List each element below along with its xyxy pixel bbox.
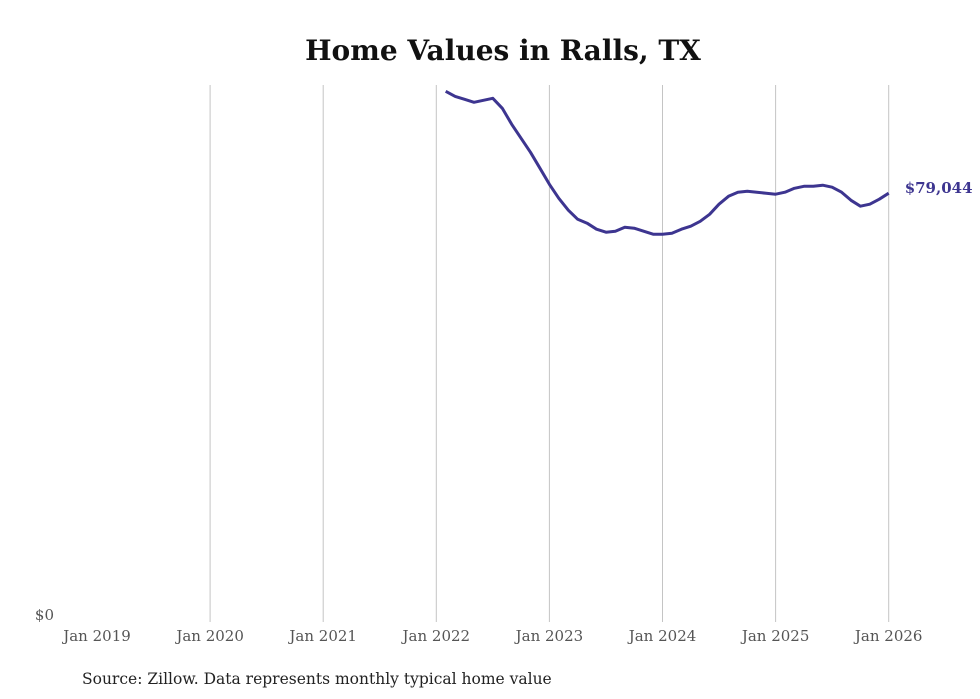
x-tick-label: Jan 2024	[627, 627, 697, 645]
grid-lines	[209, 85, 890, 622]
x-tick-label: Jan 2022	[401, 627, 471, 645]
y-tick-label: $0	[35, 606, 54, 624]
x-tick-label: Jan 2026	[853, 627, 923, 645]
x-tick-label: Jan 2021	[287, 627, 357, 645]
series-line	[444, 89, 890, 236]
x-axis-ticks: Jan 2019 Jan 2020 Jan 2021 Jan 2022 Jan 2023…	[61, 627, 922, 645]
x-tick-label: Jan 2020	[174, 627, 244, 645]
source-note: Source: Zillow. Data represents monthly …	[82, 670, 552, 688]
chart-title: Home Values in Ralls, TX	[305, 34, 701, 67]
end-value-label: $79,044	[905, 179, 973, 197]
x-tick-label: Jan 2025	[740, 627, 810, 645]
x-tick-label: Jan 2019	[61, 627, 131, 645]
x-tick-label: Jan 2023	[514, 627, 584, 645]
